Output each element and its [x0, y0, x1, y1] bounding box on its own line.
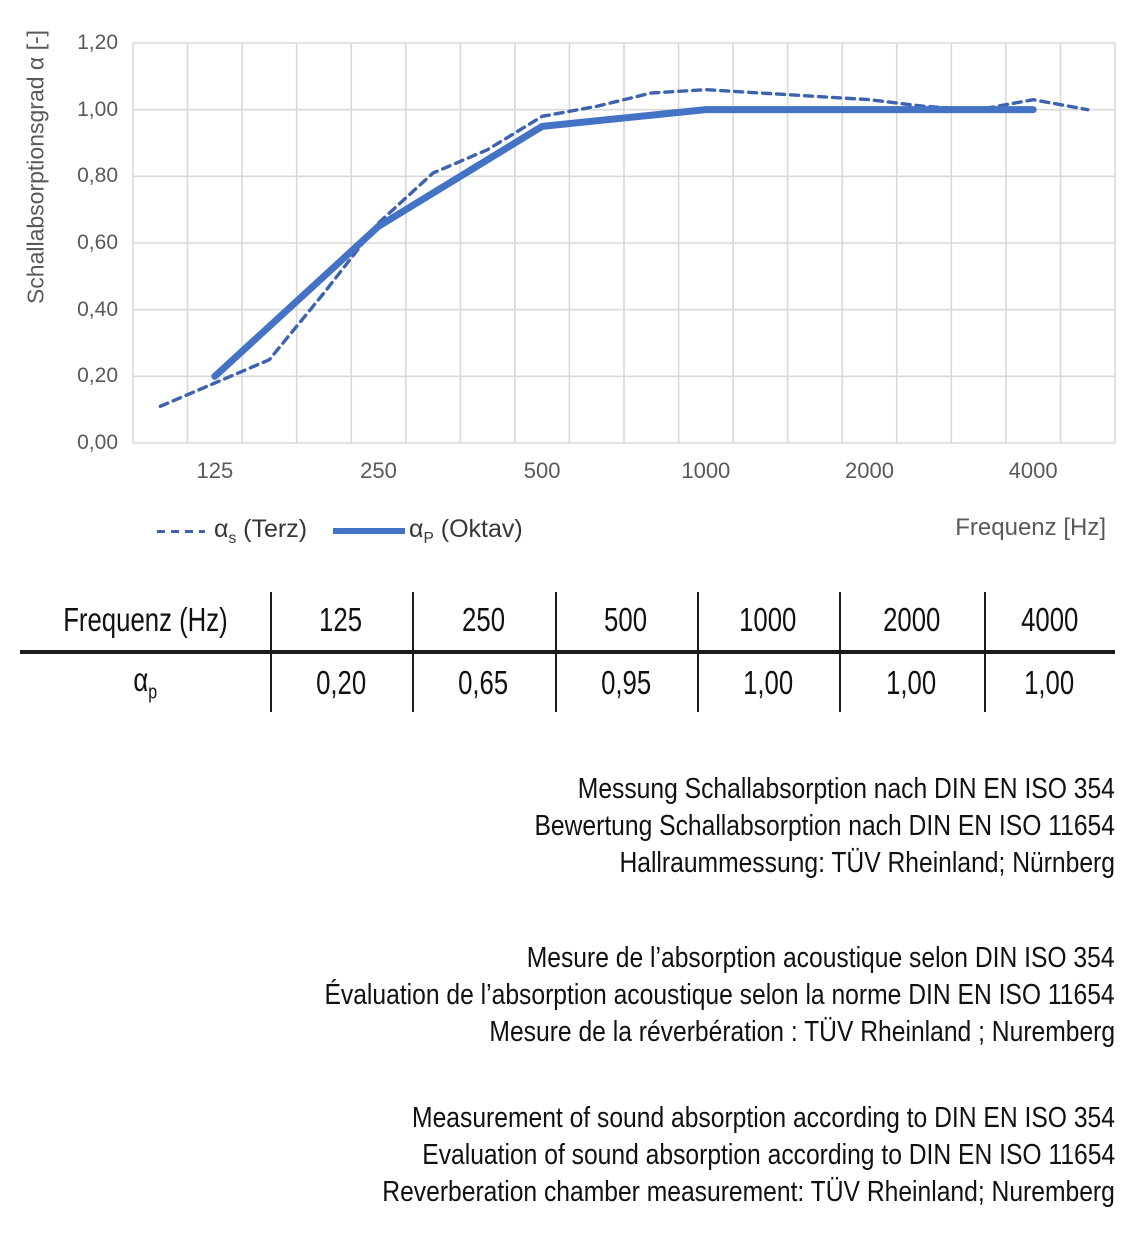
x-tick-label: 250: [360, 458, 397, 483]
y-tick-label: 0,80: [77, 164, 118, 188]
note-line: Évaluation de l’absorption acoustique se…: [324, 979, 1115, 1011]
series-line-solid: [211, 106, 1037, 380]
note-line: Mesure de l’absorption acoustique selon …: [527, 942, 1115, 974]
note-line: Messung Schallabsorption nach DIN EN ISO…: [577, 773, 1115, 805]
table-column-divider: [555, 592, 557, 712]
chart-plot-area: [132, 42, 1116, 444]
note-line: Hallraummessung: TÜV Rheinland; Nürnberg: [619, 847, 1115, 879]
x-axis-title: Frequenz [Hz]: [955, 514, 1106, 541]
table-header-cell: 2000: [882, 601, 941, 638]
note-block-german: Messung Schallabsorption nach DIN EN ISO…: [20, 771, 1115, 882]
y-tick-label: 0,00: [77, 431, 118, 454]
table-header-cell: 4000: [1020, 601, 1079, 638]
legend-label-oktav: αP (Oktav): [409, 514, 523, 547]
y-tick-label: 1,20: [77, 31, 118, 54]
table-column-divider: [839, 592, 841, 712]
y-tick-label: 1,00: [77, 97, 118, 121]
table-header-row: Frequenz (Hz) 125 250 500 1000 2000 4000: [20, 590, 1115, 650]
table-value-row: αp 0,20 0,65 0,95 1,00 1,00 1,00: [20, 654, 1115, 712]
x-tick-label: 125: [196, 458, 234, 483]
dashed-line-sample-icon: [157, 529, 205, 533]
x-tick-label: 2000: [845, 458, 894, 483]
y-axis-title: Schallabsorptionsgrad α [-]: [22, 29, 49, 305]
legend-item-terz: αs (Terz): [157, 515, 307, 548]
table-value-cell: 1,00: [742, 664, 794, 701]
table-value-cell: 1,00: [1024, 664, 1075, 701]
table-column-divider: [697, 592, 699, 712]
table-header-cell: 500: [604, 601, 648, 638]
table-value-cell: 0,65: [458, 664, 509, 701]
x-tick-label: 500: [523, 458, 561, 483]
table-column-divider: [984, 592, 986, 712]
table-header-cell: 125: [319, 601, 363, 638]
note-block-french: Mesure de l’absorption acoustique selon …: [20, 940, 1115, 1051]
table-header-frequency: Frequenz (Hz): [62, 601, 228, 638]
note-line: Evaluation of sound absorption according…: [422, 1139, 1115, 1171]
note-line: Measurement of sound absorption accordin…: [412, 1102, 1115, 1134]
note-block-english: Measurement of sound absorption accordin…: [20, 1100, 1115, 1211]
note-line: Bewertung Schallabsorption nach DIN EN I…: [534, 810, 1115, 842]
chart-legend: αs (Terz) αP (Oktav): [157, 515, 523, 548]
legend-item-oktav: αP (Oktav): [333, 515, 523, 548]
alpha-p-table: Frequenz (Hz) 125 250 500 1000 2000 4000 αp 0…: [20, 590, 1115, 716]
table-divider: [20, 650, 1115, 654]
y-tick-label: 0,40: [77, 297, 118, 321]
table-header-cell: 250: [462, 601, 505, 638]
y-tick-label: 0,20: [77, 364, 118, 388]
table-row-label-alpha-p: αp: [133, 661, 157, 704]
note-line: Mesure de la réverbération : TÜV Rheinla…: [489, 1016, 1115, 1048]
table-value-cell: 0,95: [600, 664, 652, 701]
solid-line-sample-icon: [333, 528, 406, 534]
note-line: Reverberation chamber measurement: TÜV R…: [382, 1176, 1115, 1208]
table-header-cell: 1000: [739, 601, 797, 638]
x-tick-label: 1000: [681, 458, 731, 483]
y-tick-label: 0,60: [77, 231, 118, 254]
table-column-divider: [270, 592, 272, 712]
legend-label-terz: αs (Terz): [214, 514, 308, 547]
table-value-cell: 0,20: [315, 664, 367, 701]
table-value-cell: 1,00: [886, 664, 937, 701]
x-tick-label: 4000: [1008, 458, 1058, 483]
table-column-divider: [412, 592, 414, 712]
